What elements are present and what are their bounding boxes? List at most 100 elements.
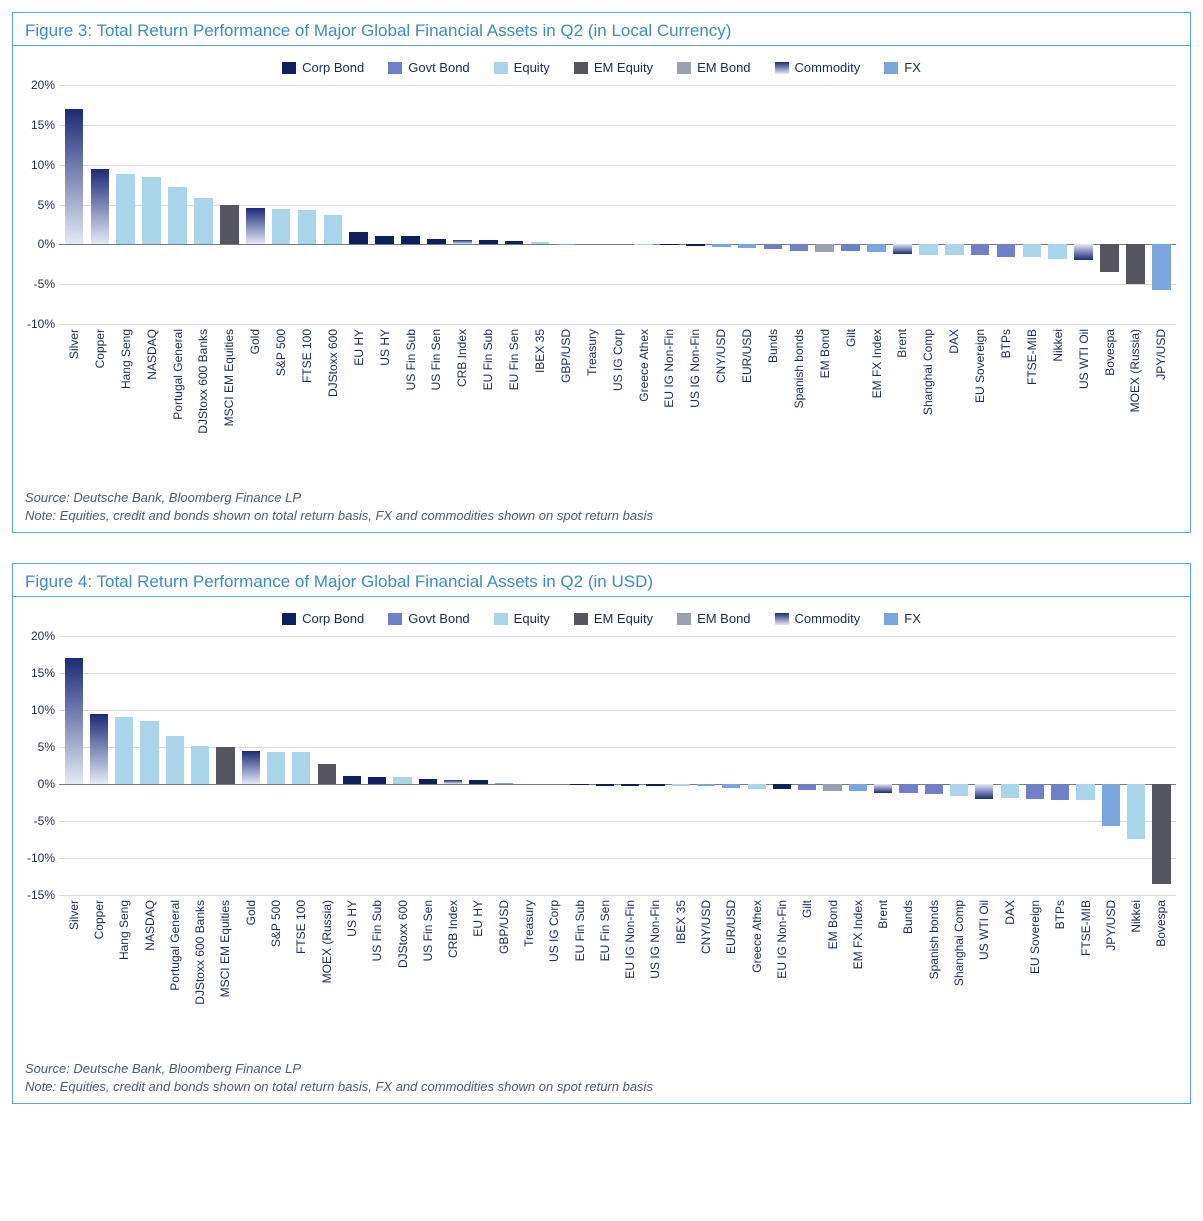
x-axis-label: Bunds <box>766 329 780 363</box>
bar-slot <box>896 636 921 895</box>
x-label-slot: Hang Seng <box>113 329 139 479</box>
x-axis-label: Spanish bonds <box>792 329 806 408</box>
chart-bar <box>349 232 368 245</box>
bar-slot <box>592 636 617 895</box>
x-label-slot: Silver <box>61 900 86 1050</box>
chart-legend: Corp BondGovt BondEquityEM EquityEM Bond… <box>13 54 1190 85</box>
x-label-slot: DJStoxx 600 Banks <box>190 329 216 479</box>
x-label-slot: Gold <box>238 900 263 1050</box>
bar-slot <box>643 636 668 895</box>
x-label-slot: Shanghai Comp <box>915 329 941 479</box>
legend-swatch <box>775 62 789 74</box>
x-label-slot: EU Fin Sen <box>592 900 617 1050</box>
chart-bar <box>1127 784 1145 839</box>
x-label-slot: US HY <box>339 900 364 1050</box>
bar-slot <box>113 85 139 324</box>
bar-slot <box>864 85 890 324</box>
x-label-slot: Brent <box>871 900 896 1050</box>
x-axis-label: US Fin Sen <box>421 900 435 961</box>
chart-bar <box>738 244 757 248</box>
x-axis-label: CNY/USD <box>699 900 713 954</box>
bar-slot <box>213 636 238 895</box>
x-axis-label: CRB Index <box>446 900 460 958</box>
chart-bar <box>142 177 161 245</box>
chart-bar <box>925 784 943 794</box>
x-axis-label: EU Sovereign <box>973 329 987 403</box>
x-label-slot: EM FX Index <box>845 900 870 1050</box>
bar-slot <box>734 85 760 324</box>
bar-slot <box>365 636 390 895</box>
bar-slot <box>187 636 212 895</box>
x-axis-label: NASDAQ <box>145 329 159 380</box>
chart-bar <box>798 784 816 790</box>
chart-bar <box>324 215 343 244</box>
x-label-slot: Copper <box>87 329 113 479</box>
chart-bar <box>479 240 498 245</box>
chart-bar <box>722 784 740 788</box>
chart-bar <box>505 241 524 244</box>
chart-bar <box>1048 244 1067 258</box>
bar-slot <box>415 636 440 895</box>
chart-bar <box>115 717 133 784</box>
y-axis-label: 5% <box>17 740 55 754</box>
x-axis-label: EU HY <box>352 329 366 366</box>
x-axis-label: Bovespa <box>1103 329 1117 376</box>
chart-bar <box>646 784 664 785</box>
legend-item: EM Equity <box>574 611 653 626</box>
x-label-slot: Portugal General <box>162 900 187 1050</box>
chart-bar <box>874 784 892 793</box>
chart-bar <box>1023 244 1042 257</box>
bar-slot <box>1022 636 1047 895</box>
x-axis-label: EU IG Non-Fin <box>775 900 789 979</box>
fig4-container: Figure 4: Total Return Performance of Ma… <box>12 563 1191 1104</box>
bar-slot <box>786 85 812 324</box>
bar-slot <box>941 85 967 324</box>
bar-slot <box>501 85 527 324</box>
bar-slot <box>656 85 682 324</box>
bar-slot <box>1073 636 1098 895</box>
y-axis-label: 20% <box>17 78 55 92</box>
chart-bar <box>660 244 679 245</box>
x-axis-label: MSCI EM Equities <box>218 900 232 997</box>
x-axis-label: US HY <box>378 329 392 366</box>
chart-bar <box>65 109 84 244</box>
legend-label: FX <box>904 611 921 626</box>
x-label-slot: US Fin Sen <box>415 900 440 1050</box>
x-axis-label: FTSE 100 <box>294 900 308 954</box>
x-label-slot: DJStoxx 600 Banks <box>187 900 212 1050</box>
bar-slot <box>708 85 734 324</box>
chart-bar <box>596 784 614 785</box>
bar-slot <box>516 636 541 895</box>
x-axis-label: EU IG Non-Fin <box>662 329 676 408</box>
x-label-slot: JPY/USD <box>1148 329 1174 479</box>
bar-slot <box>567 636 592 895</box>
legend-label: Corp Bond <box>302 60 364 75</box>
x-label-slot: FTSE 100 <box>289 900 314 1050</box>
chart-bar <box>65 658 83 784</box>
legend-swatch <box>282 62 296 74</box>
x-axis-label: Nikkei <box>1051 329 1065 362</box>
legend-item: EM Equity <box>574 60 653 75</box>
x-label-slot: CNY/USD <box>708 329 734 479</box>
source-text: Source: Deutsche Bank, Bloomberg Finance… <box>25 1060 1178 1078</box>
x-label-slot: BTPs <box>993 329 1019 479</box>
legend-label: EM Equity <box>594 60 653 75</box>
bar-slot <box>390 636 415 895</box>
x-axis-label: BTPs <box>1053 900 1067 929</box>
x-label-slot: S&P 500 <box>263 900 288 1050</box>
x-label-slot: EM FX Index <box>864 329 890 479</box>
x-axis-label: EU Fin Sub <box>481 329 495 390</box>
legend-item: EM Bond <box>677 60 750 75</box>
x-label-slot: CRB Index <box>440 900 465 1050</box>
chart-bar <box>621 784 639 785</box>
source-text: Source: Deutsche Bank, Bloomberg Finance… <box>25 489 1178 507</box>
chart-bar <box>140 721 158 784</box>
x-axis-label: IBEX 35 <box>533 329 547 373</box>
x-label-slot: US Fin Sen <box>423 329 449 479</box>
legend-item: Commodity <box>775 611 861 626</box>
x-axis-label: Portugal General <box>171 329 185 420</box>
x-axis-label: Copper <box>92 900 106 939</box>
source-note-text: Note: Equities, credit and bonds shown o… <box>25 1078 1178 1096</box>
x-label-slot: Spanish bonds <box>786 329 812 479</box>
x-axis-label: Brent <box>895 329 909 358</box>
